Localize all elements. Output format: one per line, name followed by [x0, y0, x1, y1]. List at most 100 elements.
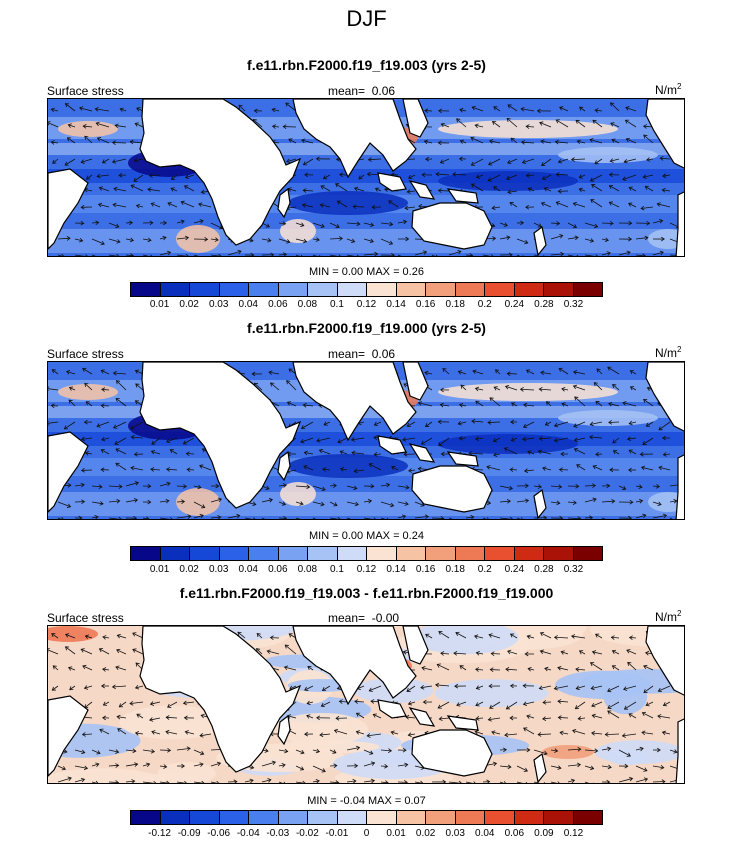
wind-arrow	[554, 421, 569, 427]
wind-arrow	[475, 701, 484, 706]
colorbar-tick-label: 0	[363, 828, 370, 839]
wind-arrow-head	[184, 780, 187, 783]
wind-arrow-head	[592, 119, 597, 124]
land-outline	[446, 715, 479, 731]
wind-arrow	[471, 183, 484, 192]
wind-arrow-head	[147, 483, 152, 489]
wind-arrow	[74, 238, 83, 242]
wind-arrow-head	[216, 761, 222, 767]
wind-arrow-head	[187, 514, 192, 519]
wind-arrow	[528, 668, 535, 671]
wind-arrow-head	[134, 481, 140, 486]
wind-arrow-head	[553, 635, 558, 640]
wind-arrow-head	[129, 139, 134, 145]
wind-arrow-head	[660, 764, 665, 770]
wind-arrow-head	[474, 730, 479, 735]
wind-arrow	[278, 253, 287, 256]
wind-arrow-head	[661, 730, 667, 736]
wind-arrow	[594, 382, 603, 391]
land-outline	[277, 714, 291, 746]
wind-arrow	[132, 632, 144, 639]
wind-arrow-head	[486, 779, 491, 783]
wind-arrow-head	[52, 159, 57, 164]
wind-arrow-head	[420, 780, 424, 783]
wind-arrow-head	[424, 514, 429, 519]
wind-arrow	[184, 185, 195, 192]
wind-arrow-head	[658, 426, 663, 431]
land-outline	[411, 729, 493, 777]
wind-arrow-head	[390, 730, 395, 736]
wind-arrow-head	[271, 107, 276, 113]
wind-arrow	[57, 237, 71, 240]
wind-arrow	[591, 685, 603, 689]
wind-arrow	[74, 765, 88, 769]
wind-arrow	[571, 635, 586, 639]
wind-arrow	[84, 701, 93, 709]
wind-arrow-head	[577, 747, 582, 752]
wind-arrow-head	[629, 386, 635, 391]
wind-arrow	[541, 158, 552, 166]
wind-arrow	[658, 685, 671, 692]
wind-arrow-head	[470, 183, 476, 188]
wind-arrow	[645, 186, 654, 192]
wind-arrow	[272, 108, 280, 112]
land-outline	[402, 99, 429, 138]
wind-arrow	[67, 137, 76, 144]
wind-arrow-head	[589, 238, 595, 243]
wind-arrow-head	[504, 384, 510, 390]
wind-arrow-head	[299, 501, 304, 506]
wind-arrow-head	[510, 419, 515, 425]
wind-arrow	[125, 763, 138, 767]
colorbar-tick-label: 0.16	[415, 299, 436, 310]
wind-arrow	[368, 158, 382, 161]
colorbar-tick-label: 0.2	[477, 564, 492, 575]
wind-arrow	[198, 203, 212, 208]
wind-arrow	[669, 517, 673, 519]
wind-arrow	[641, 206, 654, 209]
wind-arrow-head	[288, 633, 293, 638]
wind-arrow	[278, 484, 287, 487]
colorbar-swatch	[308, 547, 338, 560]
wind-arrow-head	[253, 108, 258, 114]
wind-arrow-head	[526, 747, 531, 753]
field-blob	[288, 191, 408, 215]
wind-arrow	[533, 485, 542, 488]
field-blob	[48, 626, 98, 642]
wind-arrow	[103, 701, 110, 706]
wind-arrow	[522, 158, 535, 163]
wind-arrow-head	[336, 685, 341, 691]
wind-arrow-head	[356, 254, 359, 256]
land-outline	[277, 450, 291, 482]
colorbar-swatch	[337, 811, 367, 824]
wind-arrow	[435, 684, 450, 687]
wind-arrow-head	[102, 715, 107, 721]
wind-arrow-head	[611, 138, 616, 143]
wind-arrow	[115, 448, 127, 455]
wind-arrow-head	[657, 687, 662, 693]
wind-arrow-head	[460, 384, 465, 389]
wind-arrow-head	[153, 780, 157, 783]
wind-arrow	[488, 717, 501, 721]
wind-arrow	[346, 747, 360, 751]
wind-arrow-head	[570, 778, 576, 783]
wind-arrow	[414, 251, 427, 256]
wind-arrow-head	[285, 102, 290, 107]
wind-arrow-head	[553, 422, 559, 428]
wind-arrow-head	[100, 403, 105, 409]
wind-arrow-head	[435, 682, 440, 688]
wind-arrow	[380, 749, 392, 752]
wind-arrow-head	[315, 779, 320, 783]
wind-arrow	[590, 199, 603, 208]
wind-arrow-head	[95, 762, 100, 767]
wind-arrow	[112, 685, 127, 688]
wind-arrow	[91, 485, 102, 488]
wind-arrow	[618, 251, 631, 256]
colorbar-tick-label: 0.04	[475, 828, 495, 839]
wind-arrow	[135, 732, 144, 735]
wind-arrow	[91, 763, 99, 767]
wind-arrow-head	[215, 483, 220, 489]
wind-arrow	[475, 387, 484, 391]
wind-arrow	[334, 729, 348, 735]
wind-arrow	[150, 701, 161, 705]
wind-arrow	[96, 421, 110, 427]
